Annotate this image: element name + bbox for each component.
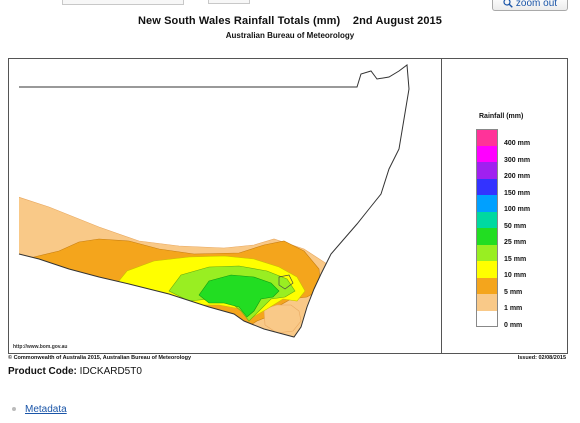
- toolbar-field[interactable]: [62, 0, 184, 5]
- legend-label: 1 mm: [504, 305, 523, 312]
- legend-label: 150 mm: [504, 189, 531, 197]
- legend-label: 300 mm: [504, 156, 531, 164]
- map-title: New South Wales Rainfall Totals (mm) 2nd…: [0, 15, 580, 27]
- legend-label: 25 mm: [504, 239, 527, 246]
- product-code: Product Code: IDCKARD5T0: [8, 366, 142, 377]
- legend-label: 15 mm: [504, 255, 527, 263]
- legend-title: Rainfall (mm): [479, 113, 524, 120]
- copyright-notice: © Commonwealth of Australia 2015, Austra…: [8, 355, 192, 361]
- legend-label: 0 mm: [504, 321, 523, 329]
- product-code-label: Product Code:: [8, 366, 77, 377]
- rain-zone-1mm-coastal-pocket: [263, 304, 302, 334]
- map-date: 2nd August 2015: [352, 15, 442, 27]
- legend-swatch: [476, 244, 498, 261]
- legend-label: 200 mm: [504, 173, 531, 180]
- issued-date: Issued: 02/08/2015: [517, 355, 566, 361]
- rainfall-map: [18, 64, 410, 338]
- legend-swatch: [476, 162, 498, 179]
- bom-url: http://www.bom.gov.au: [13, 344, 68, 350]
- legend-label: 10 mm: [504, 272, 527, 279]
- legend-swatch: [476, 294, 498, 311]
- legend-label: 5 mm: [504, 288, 523, 296]
- legend-swatch: [476, 310, 498, 327]
- zoom-out-label: zoom out: [515, 0, 558, 9]
- legend-swatch: [476, 228, 498, 245]
- toolbar-button[interactable]: [208, 0, 250, 4]
- map-frame: Rainfall (mm) 400 mm 300 mm 200 mm 150 mm 10…: [8, 58, 568, 354]
- legend-swatch: [476, 277, 498, 294]
- legend-swatch: [476, 211, 498, 228]
- legend-label: 400 mm: [504, 140, 531, 147]
- magnifier-icon: [503, 0, 513, 8]
- legend-swatch: [476, 178, 498, 195]
- product-code-value: IDCKARD5T0: [79, 366, 142, 377]
- zoom-out-button[interactable]: zoom out: [492, 0, 568, 11]
- rain-zone-25mm: [198, 274, 280, 318]
- nsw-border: [18, 64, 410, 338]
- legend-swatch: [476, 261, 498, 278]
- act-border: [278, 274, 294, 290]
- legend-swatch: [476, 129, 498, 146]
- map-title-text: New South Wales Rainfall Totals (mm): [138, 15, 341, 27]
- metadata-link[interactable]: Metadata: [25, 404, 67, 415]
- bullet-icon: [12, 407, 16, 411]
- legend-label: 100 mm: [504, 206, 531, 213]
- legend-swatch: [476, 145, 498, 162]
- map-subtitle: Australian Bureau of Meteorology: [225, 31, 355, 40]
- legend-divider: [441, 59, 442, 353]
- legend-swatch: [476, 195, 498, 212]
- legend-label: 50 mm: [504, 222, 527, 230]
